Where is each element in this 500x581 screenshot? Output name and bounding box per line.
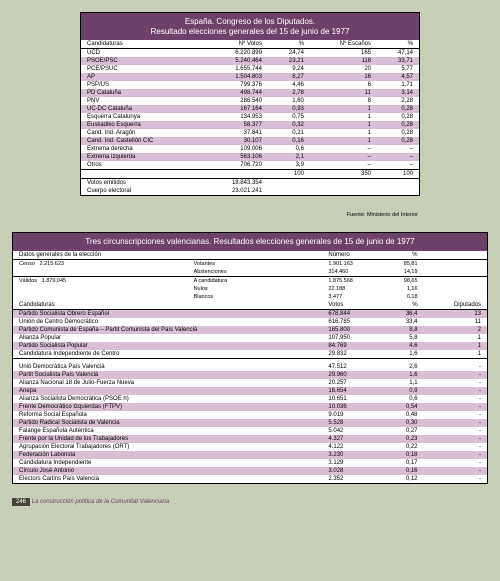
table-row: Alianza Nacional 18 de Julio-Fuerza Nuev… xyxy=(13,379,487,387)
t2-hdr-cand: Candidaturas Votos % Diputados xyxy=(13,301,487,310)
table-row: Otros706.7203,9–– xyxy=(81,161,419,170)
t2-blancos: Blancos 3.477 0,18 xyxy=(13,293,487,301)
table-row: Esquerra Catalunya134.9530,7510,28 xyxy=(81,113,419,121)
table1-total: 100 350 100 xyxy=(81,170,419,179)
table-valencia-results: Tres circunscripciones valencianas. Resu… xyxy=(12,232,488,484)
t2-abs: Abstenciones 314.460 14,19 xyxy=(13,268,487,277)
table1-footer-1: Votos emitidos 18.843.354 xyxy=(81,179,419,188)
page-footer: 246 La construcción política de la Comun… xyxy=(12,498,488,506)
h-votos: Nº Votos xyxy=(203,40,268,49)
table-row: Unión de Centro Democrático616.78533,411 xyxy=(13,318,487,326)
table-spain-results: España. Congreso de los Diputados. Resul… xyxy=(80,12,420,196)
t2-censo: Censo 2.215.623 Votantes 1.901.163 85,81 xyxy=(13,259,487,268)
table1-source: Fuente: Ministerio del Interior xyxy=(80,210,420,222)
table-row: PSOE/PSC5.240.46423,2111833,71 xyxy=(81,57,419,65)
table-row: Extrema izquierda563.1062,1–– xyxy=(81,153,419,161)
table-row: UCD6.220.89924,7416547,14 xyxy=(81,49,419,58)
table-row: Extrema derecha109.0060,6–– xyxy=(81,145,419,153)
table-row: PNV286.5401,6082,28 xyxy=(81,97,419,105)
h-esc: Nº Escaños xyxy=(310,40,377,49)
table-row: Cand. Ind. Aragón37.8410,2110,28 xyxy=(81,129,419,137)
table-row: Electors Carlins País Valencià2.3520,12- xyxy=(13,475,487,483)
title1-line1: España. Congreso de los Diputados. xyxy=(87,17,413,27)
h-cand: Candidaturas xyxy=(81,40,203,49)
table-row: Agrupación Electoral Trabajadores (ORT)4… xyxy=(13,443,487,451)
table-row: Alianza Socialista Democrática (PSOE h)1… xyxy=(13,395,487,403)
table-row: UC-DC Cataluña167.1640,9310,28 xyxy=(81,105,419,113)
table-row: Alianza Popular107.9505,81 xyxy=(13,334,487,342)
table-row: Reforma Social Española9.0190,48- xyxy=(13,411,487,419)
table-row: Unió Democràtica País Valencià47.5122,6- xyxy=(13,363,487,371)
table-row: Partido Comunista de España – Partit Com… xyxy=(13,326,487,334)
title1-line2: Resultado elecciones generales del 15 de… xyxy=(87,27,413,37)
table-row: AP1.504.8038,27164,57 xyxy=(81,73,419,81)
table-row: Frente Democrático Izquierdas (FTPV)10.0… xyxy=(13,403,487,411)
t2-nulos: Nulos 22.188 1,16 xyxy=(13,285,487,293)
table-row: Falange Española Auténtica5.0420,27- xyxy=(13,427,487,435)
table-row: PCE/PSUC1.655.7449,24205,77 xyxy=(81,65,419,73)
table2-title: Tres circunscripciones valencianas. Resu… xyxy=(13,233,487,251)
table1-footer-2: Cuerpo electoral 23.021.241 xyxy=(81,187,419,195)
table-row: PSP/US799.3764,4661,71 xyxy=(81,81,419,89)
table-row: Círculo José Antonio3.0280,16- xyxy=(13,467,487,475)
table1-body: Candidaturas Nº Votos % Nº Escaños % UCD… xyxy=(81,40,419,195)
table-row: Federación Laborista3.2300,18- xyxy=(13,451,487,459)
page-caption: La construcción política de la Comunitat… xyxy=(32,499,170,505)
table2-body: Datos generales de la elección Número % … xyxy=(13,251,487,483)
t2-hdr-general: Datos generales de la elección Número % xyxy=(13,251,487,260)
t2-validos: Válidos 1.879.045 A candidatura 1.875.56… xyxy=(13,276,487,285)
table-row: Cand. Ind. Castellón CIC30.1070,1610,28 xyxy=(81,137,419,145)
table1-header-row: Candidaturas Nº Votos % Nº Escaños % xyxy=(81,40,419,49)
h-epct: % xyxy=(377,40,419,49)
page-number: 246 xyxy=(12,498,30,506)
h-pct: % xyxy=(268,40,310,49)
table-row: Candidatura Independiente de Centro29.83… xyxy=(13,350,487,359)
table-row: Anepa16.6540,9- xyxy=(13,387,487,395)
table-row: Euskadiko Esquerra58.3770,3210,28 xyxy=(81,121,419,129)
table-row: PD Cataluña498.7442,78113,14 xyxy=(81,89,419,97)
table-row: Partido Socialista Popular84.7694,61 xyxy=(13,342,487,350)
table-row: Candidatura Independiente3.1290,17- xyxy=(13,459,487,467)
table-row: Partido Socialista Obrero Español678.844… xyxy=(13,309,487,318)
table-row: Partit Socialista País Valencià29.9601,6… xyxy=(13,371,487,379)
table-row: Partido Radical Socialista de Valencia5.… xyxy=(13,419,487,427)
table-row: Frente por la Unidad de los Trabajadores… xyxy=(13,435,487,443)
table1-title: España. Congreso de los Diputados. Resul… xyxy=(81,13,419,40)
